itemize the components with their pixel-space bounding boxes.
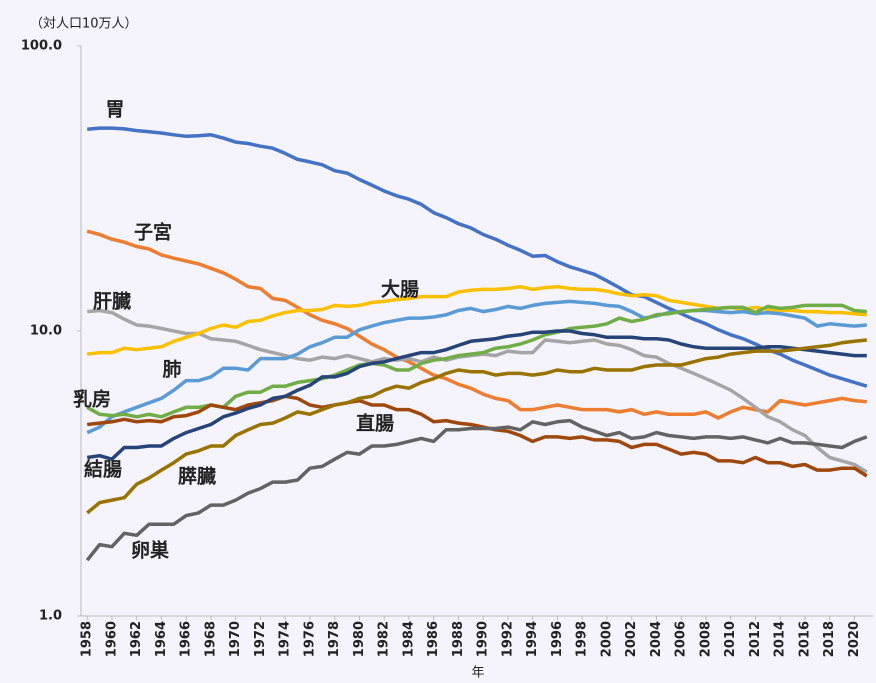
x-tick-label: 1962 (129, 621, 144, 657)
series-line (86, 229, 867, 420)
x-tick-label: 1980 (352, 621, 367, 657)
x-tick-label: 1966 (179, 621, 194, 657)
x-tick-label: 1958 (80, 621, 95, 657)
x-tick-label: 2004 (649, 621, 664, 657)
x-tick-label: 1992 (500, 621, 515, 657)
x-tick-label: 2010 (723, 621, 738, 657)
series-line (87, 394, 868, 478)
x-tick-label: 1994 (525, 621, 540, 657)
series-line (86, 299, 867, 435)
series-line (86, 338, 867, 515)
x-tick-label: 1968 (203, 621, 218, 657)
x-tick-label: 1982 (377, 621, 392, 657)
x-tick-label: 1976 (302, 621, 317, 657)
x-tick-label: 2002 (624, 621, 639, 657)
x-tick-label: 2020 (847, 621, 862, 657)
x-tick-label: 1970 (228, 621, 243, 657)
y-tick-label: 1.0 (39, 609, 62, 624)
x-tick-label: 2012 (748, 621, 763, 657)
x-tick-label: 1998 (575, 621, 590, 657)
series-label: 直腸 (356, 412, 394, 435)
x-tick-label: 2014 (773, 621, 788, 657)
x-tick-label: 2000 (599, 621, 614, 657)
series-label: 結腸 (84, 458, 122, 481)
series-label: 肺 (162, 359, 181, 381)
series-label: 胃 (105, 99, 124, 121)
series-line (85, 418, 868, 562)
x-tick-label: 2016 (797, 621, 812, 657)
x-tick-label: 2018 (822, 621, 837, 657)
series-label: 大腸 (381, 278, 419, 301)
series-label: 卵巣 (131, 539, 170, 562)
x-tick-label: 1972 (253, 621, 268, 657)
x-tick-label: 1974 (278, 621, 293, 657)
x-tick-label: 2008 (698, 621, 713, 657)
x-tick-label: 2006 (674, 621, 689, 657)
y-tick-label: 10.0 (30, 324, 62, 339)
x-tick-label: 1984 (401, 621, 416, 657)
series-line (86, 329, 867, 461)
series-label: 肝臓 (93, 291, 131, 313)
x-tick-label: 1990 (476, 621, 491, 657)
x-tick-label: 1978 (327, 621, 342, 657)
x-tick-label: 1988 (451, 621, 466, 657)
y-tick-label: 100.0 (21, 39, 62, 54)
x-tick-label: 1996 (550, 621, 565, 657)
series-label: 膵臓 (178, 465, 216, 488)
series-label: 乳房 (73, 388, 111, 411)
x-tick-label: 1960 (104, 621, 119, 657)
x-tick-label: 1986 (426, 621, 441, 657)
x-tick-label: 1964 (154, 621, 169, 657)
series-line (87, 126, 868, 388)
x-axis-title: 年 (471, 666, 484, 681)
series-label: 子宮 (134, 221, 172, 244)
y-axis-title: （対人口10万人） (30, 17, 138, 32)
